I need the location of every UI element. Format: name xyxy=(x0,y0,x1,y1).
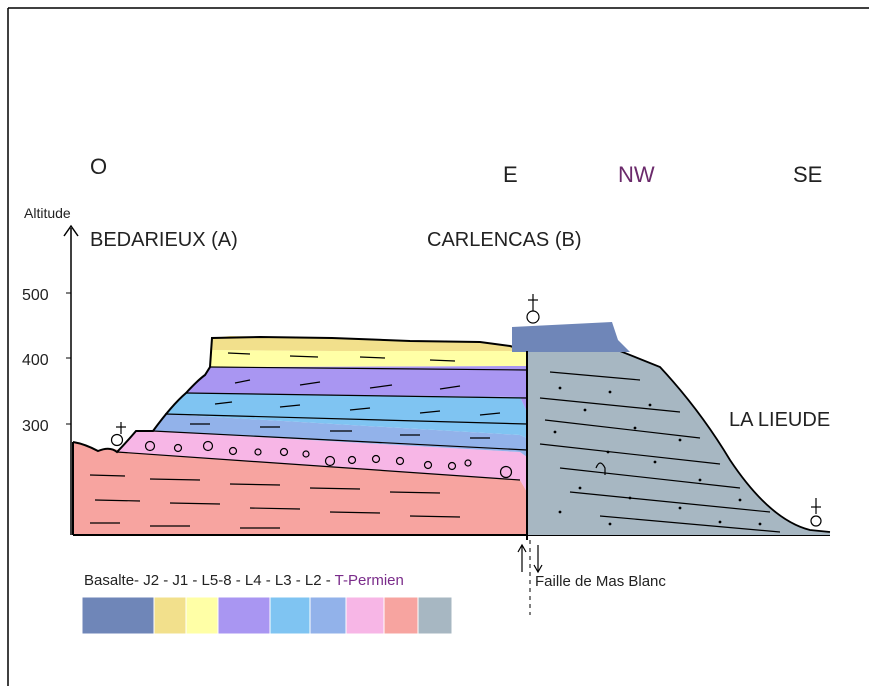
legend-swatches xyxy=(81,596,453,635)
contact-permien-l2 xyxy=(116,451,521,481)
layer-l2 xyxy=(117,431,527,492)
altitude-axis-label: Altitude xyxy=(24,205,71,221)
block-b-texture xyxy=(539,371,781,533)
legend-swatch-j2 xyxy=(153,596,187,635)
contact-l3-l4 xyxy=(164,413,528,425)
layer-l5-8 xyxy=(186,366,527,412)
direction-northwest-label: NW xyxy=(618,162,655,187)
spring-la-lieude-icon xyxy=(810,498,822,527)
tick-label-300: 300 xyxy=(22,418,49,435)
legend-swatch-permien-nw xyxy=(417,596,453,635)
block-b-outline xyxy=(527,350,831,533)
legend-swatch-t-permien xyxy=(383,596,419,635)
legend-swatch-l4 xyxy=(269,596,311,635)
contact-l4-l58 xyxy=(185,392,528,399)
layer-j1 xyxy=(210,350,527,367)
layer-l4 xyxy=(165,393,527,438)
legend-swatch-l2 xyxy=(345,596,385,635)
contact-l2-l3 xyxy=(152,430,528,451)
place-la-lieude: LA LIEUDE xyxy=(729,409,830,431)
legend-swatch-l5-8 xyxy=(217,596,271,635)
spring-bedarieux-icon xyxy=(110,422,126,447)
legend-swatch-basalte xyxy=(81,596,155,635)
block-a-surface-outline xyxy=(72,335,528,454)
place-carlencas: CARLENCAS (B) xyxy=(427,229,581,251)
legend-swatch-j1 xyxy=(185,596,219,635)
block-a-pebbles xyxy=(144,440,513,479)
tick-label-400: 400 xyxy=(22,352,49,369)
block-a-texture xyxy=(89,352,501,529)
place-bedarieux: BEDARIEUX (A) xyxy=(90,229,238,251)
direction-east-label: E xyxy=(503,162,518,187)
block-b-permien xyxy=(527,351,830,535)
spring-carlencas-icon xyxy=(526,294,540,324)
legend-text-main: Basalte- J2 - J1 - L5-8 - L4 - L3 - L2 - xyxy=(84,572,335,589)
legend-text: Basalte- J2 - J1 - L5-8 - L4 - L3 - L2 -… xyxy=(84,572,404,589)
tick-label-500: 500 xyxy=(22,287,49,304)
legend-text-permien: T-Permien xyxy=(335,572,404,589)
layer-l3 xyxy=(153,414,527,457)
block-b-dots xyxy=(553,386,762,526)
layer-j2 xyxy=(210,336,527,351)
legend-swatch-l3 xyxy=(309,596,347,635)
basalt-cap xyxy=(512,322,630,352)
fault-arrows-icon xyxy=(517,543,543,574)
contact-l58-j1 xyxy=(209,366,528,371)
altitude-axis-arrow xyxy=(63,224,79,237)
direction-southeast-label: SE xyxy=(793,162,822,187)
direction-west-label: O xyxy=(90,154,107,179)
fault-label: Faille de Mas Blanc xyxy=(535,573,666,590)
